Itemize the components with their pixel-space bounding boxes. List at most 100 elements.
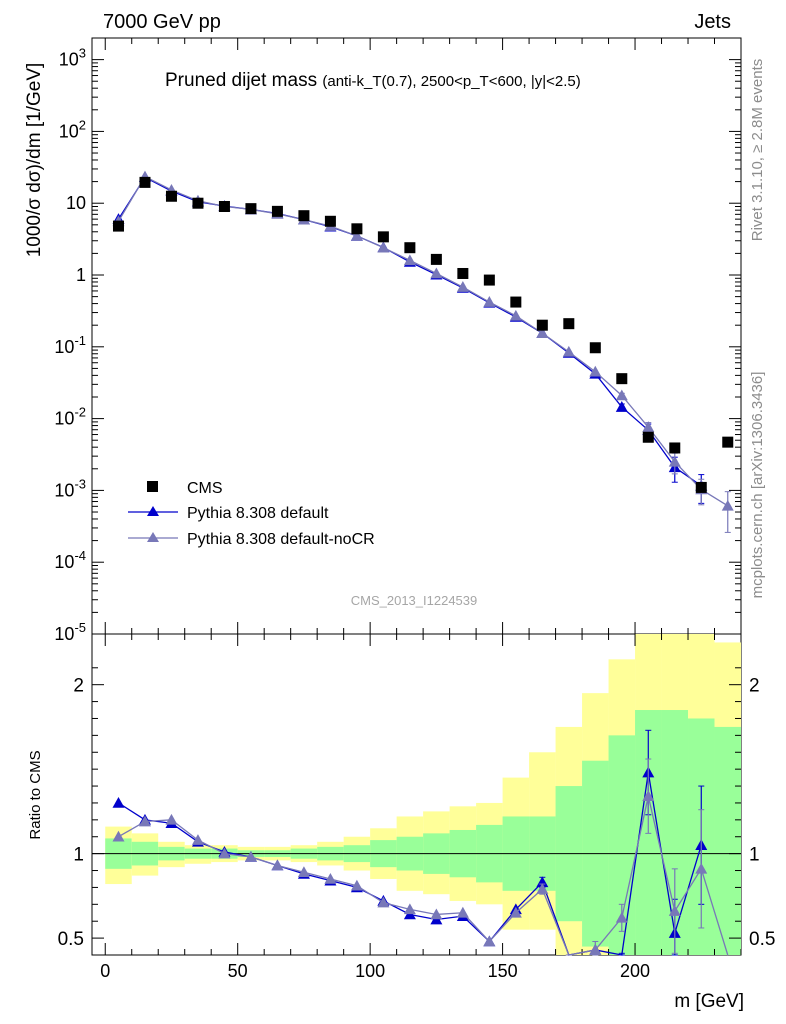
point-cms	[616, 373, 628, 385]
y-tick-label: 10-1	[54, 333, 86, 357]
ratio-point-nocr	[377, 896, 390, 908]
ratio-tick-label: 2	[73, 676, 84, 697]
point-pythia-nocr	[403, 254, 416, 266]
ratio-point-nocr	[138, 815, 151, 827]
point-cms	[510, 296, 522, 308]
y-tick-exponent: -2	[74, 405, 86, 420]
ratio-data	[112, 729, 729, 956]
ratio-tick-label: 1	[73, 845, 84, 866]
point-cms	[536, 319, 548, 331]
analysis-id: CMS_2013_I1224539	[351, 593, 478, 608]
point-pythia-nocr	[562, 345, 575, 357]
mcplots-label: mcplots.cern.ch [arXiv:1306.3436]	[749, 372, 766, 599]
point-cms	[245, 203, 257, 215]
ratio-point-nocr	[244, 851, 257, 862]
legend-nocr-label: Pythia 8.308 default-noCR	[187, 531, 375, 548]
ratio-point-nocr	[695, 862, 708, 874]
legend-cms-marker	[147, 481, 158, 492]
rivet-label: Rivet 3.1.10, ≥ 2.8M events	[749, 59, 766, 242]
ratio-point-nocr	[483, 935, 496, 947]
point-cms	[271, 205, 283, 217]
line-pythia-nocr	[117, 175, 729, 507]
point-pythia-nocr	[430, 267, 443, 279]
legend: CMS Pythia 8.308 default Pythia 8.308 de…	[128, 480, 375, 548]
point-cms	[430, 253, 442, 265]
ratio-line-nocr	[118, 796, 729, 956]
y-tick-label: 10	[66, 193, 86, 213]
point-cms	[589, 342, 601, 354]
chart-title: Pruned dijet mass (anti-k_T(0.7), 2500<p…	[165, 70, 581, 91]
ratio-point-nocr	[191, 834, 204, 845]
point-pythia-nocr	[483, 296, 496, 307]
y-tick-label: 10-3	[54, 476, 86, 500]
point-cms	[642, 431, 654, 443]
point-pythia-nocr	[589, 365, 602, 377]
y-tick-label: 102	[59, 117, 86, 141]
legend-nocr-marker	[147, 532, 159, 542]
point-cms	[165, 190, 177, 202]
ratio-point-nocr	[430, 908, 443, 920]
point-pythia-nocr	[642, 421, 655, 432]
point-cms	[351, 223, 363, 235]
y-tick-exponent: 3	[79, 46, 86, 61]
title-suffix: (anti-k_T(0.7), 2500<p_T<600, |y|<2.5)	[322, 73, 580, 90]
main-axes: 10-5 10-4 10-3 10-2 10-1 1 10 102 103	[54, 38, 742, 644]
ratio-point-nocr	[642, 790, 655, 801]
green-band	[714, 726, 741, 955]
ratio-axes: 0 50 100 150 200 0.5 0.5 1 1 2 2	[58, 634, 775, 981]
y-tick-exponent: -1	[74, 333, 86, 348]
point-cms	[695, 481, 707, 493]
ratio-point-nocr	[668, 905, 681, 916]
point-cms	[139, 176, 151, 188]
ratio-point-nocr	[536, 883, 549, 894]
y-tick-label: 1	[76, 265, 86, 285]
ratio-tick-label-right: 0.5	[749, 929, 775, 950]
y-tick-label: 10-5	[54, 620, 86, 644]
y-tick-exponent: -3	[74, 476, 86, 491]
x-tick-label: 150	[488, 961, 518, 981]
y-axis-label: 1000/σ dσ)/dm [1/GeV]	[24, 63, 45, 258]
point-cms	[192, 197, 204, 209]
legend-cms-label: CMS	[187, 480, 223, 497]
y-tick-exponent: 2	[79, 117, 86, 132]
point-pythia-nocr	[509, 309, 522, 321]
ratio-bands	[92, 634, 741, 955]
ratio-point-nocr	[615, 911, 628, 923]
x-axis-label: m [GeV]	[674, 991, 744, 1012]
x-tick-label: 200	[620, 961, 650, 981]
ratio-point-nocr	[112, 830, 125, 842]
y-tick-exponent: -4	[74, 548, 86, 563]
point-cms	[722, 436, 734, 448]
point-pythia-nocr	[456, 281, 469, 292]
point-cms	[483, 274, 495, 286]
y-tick-label: 103	[59, 46, 86, 70]
point-cms	[457, 267, 469, 279]
ratio-point-nocr	[509, 906, 522, 918]
point-pythia-nocr	[377, 241, 390, 253]
point-cms	[298, 210, 310, 222]
ratio-point-nocr	[218, 847, 231, 859]
point-pythia-nocr	[350, 229, 363, 241]
ratio-point-nocr	[403, 903, 416, 915]
point-cms	[112, 220, 124, 232]
ratio-point-nocr	[165, 813, 178, 825]
point-pythia-nocr	[721, 499, 734, 511]
title-main: Pruned dijet mass	[165, 70, 317, 91]
point-pythia-nocr	[615, 389, 628, 401]
ratio-point-nocr	[456, 906, 469, 918]
x-tick-label: 0	[100, 961, 110, 981]
point-pythia-nocr	[536, 327, 549, 338]
y-tick-label: 10-2	[54, 405, 86, 429]
ratio-tick-label-right: 2	[749, 676, 760, 697]
main-data	[112, 170, 734, 533]
y-tick-label: 10-4	[54, 548, 86, 572]
point-cms	[324, 215, 336, 227]
header-right: Jets	[694, 11, 731, 33]
header-left: 7000 GeV pp	[103, 11, 221, 33]
x-tick-label: 100	[355, 961, 385, 981]
x-tick-label: 50	[228, 961, 248, 981]
point-cms	[404, 242, 416, 254]
legend-default-label: Pythia 8.308 default	[187, 505, 329, 522]
ratio-point-default	[112, 796, 125, 808]
